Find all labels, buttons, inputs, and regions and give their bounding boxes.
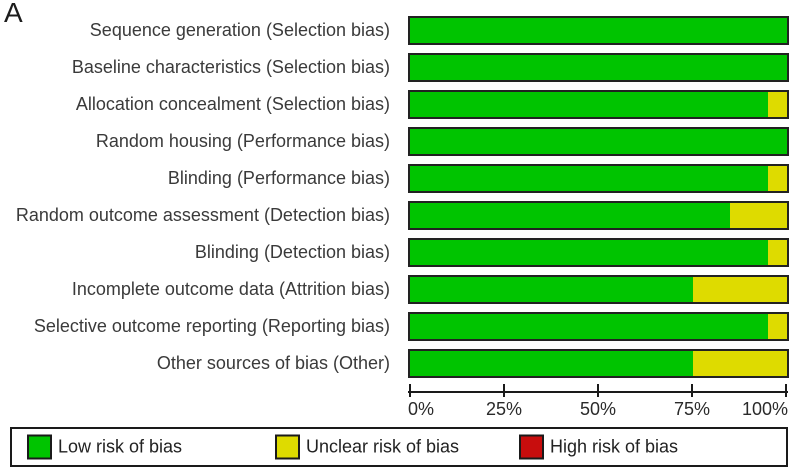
bar-segment-low-risk: [410, 18, 787, 43]
axis-tick: [785, 384, 787, 397]
axis-tick-label: 75%: [673, 399, 711, 419]
chart-row: Blinding (Detection bias): [0, 238, 790, 267]
axis-tick-label: 50%: [579, 399, 617, 419]
bar-segment-unclear-risk: [768, 314, 787, 339]
bar-segment-low-risk: [410, 277, 693, 302]
chart-row: Other sources of bias (Other): [0, 349, 790, 378]
category-label: Random housing (Performance bias): [95, 131, 390, 151]
axis-tick-label: 100%: [741, 399, 788, 419]
chart-row: Selective outcome reporting (Reporting b…: [0, 312, 790, 341]
stacked-bar: [408, 312, 789, 341]
bar-segment-unclear-risk: [768, 166, 787, 191]
stacked-bar: [408, 275, 789, 304]
stacked-bar: [408, 53, 789, 82]
stacked-bar: [408, 238, 789, 267]
bar-segment-low-risk: [410, 92, 769, 117]
legend-swatch-low: [27, 434, 52, 460]
axis-tick: [409, 384, 411, 397]
chart-row: Sequence generation (Selection bias): [0, 16, 790, 45]
stacked-bar: [408, 127, 789, 156]
bar-segment-unclear-risk: [692, 351, 787, 376]
bar-segment-low-risk: [410, 166, 769, 191]
chart-row: Random housing (Performance bias): [0, 127, 790, 156]
stacked-bar: [408, 164, 789, 193]
legend-label: Unclear risk of bias: [306, 436, 460, 457]
category-label: Selective outcome reporting (Reporting b…: [33, 316, 390, 336]
category-label: Allocation concealment (Selection bias): [75, 94, 390, 114]
panel-label: A: [4, 0, 23, 28]
chart-row: Blinding (Performance bias): [0, 164, 790, 193]
legend-item-unclear-risk: Unclear risk of bias: [275, 434, 460, 460]
bar-segment-unclear-risk: [768, 240, 787, 265]
axis-tick: [691, 384, 693, 397]
axis-tick: [597, 384, 599, 397]
legend-swatch-high: [519, 434, 544, 460]
x-axis-labels: 0% 25% 50% 75% 100%: [408, 399, 788, 420]
axis-tick: [503, 384, 505, 397]
chart-row: Allocation concealment (Selection bias): [0, 90, 790, 119]
bar-segment-low-risk: [410, 129, 787, 154]
legend-label: High risk of bias: [550, 436, 679, 457]
bar-segment-unclear-risk: [692, 277, 787, 302]
bar-chart-rows: Sequence generation (Selection bias) Base…: [0, 16, 790, 386]
stacked-bar: [408, 201, 789, 230]
bar-segment-low-risk: [410, 351, 693, 376]
category-label: Blinding (Performance bias): [167, 168, 390, 188]
category-label: Sequence generation (Selection bias): [89, 20, 390, 40]
category-label: Incomplete outcome data (Attrition bias): [71, 279, 390, 299]
legend-label: Low risk of bias: [58, 436, 183, 457]
x-axis: 0% 25% 50% 75% 100%: [408, 384, 788, 420]
stacked-bar: [408, 16, 789, 45]
bar-segment-low-risk: [410, 314, 769, 339]
category-label: Baseline characteristics (Selection bias…: [71, 57, 390, 77]
axis-tick-label: 25%: [485, 399, 523, 419]
x-axis-ticks: [409, 384, 787, 397]
bar-segment-low-risk: [410, 203, 731, 228]
legend: Low risk of bias Unclear risk of bias High…: [10, 427, 788, 467]
chart-row: Incomplete outcome data (Attrition bias): [0, 275, 790, 304]
chart-row: Baseline characteristics (Selection bias…: [0, 53, 790, 82]
chart-row: Random outcome assessment (Detection bia…: [0, 201, 790, 230]
category-label: Random outcome assessment (Detection bia…: [15, 205, 390, 225]
category-label: Other sources of bias (Other): [156, 353, 390, 373]
axis-tick-label: 0%: [408, 399, 435, 419]
bar-segment-low-risk: [410, 240, 769, 265]
legend-swatch-unclear: [275, 434, 300, 460]
bar-segment-unclear-risk: [768, 92, 787, 117]
stacked-bar: [408, 349, 789, 378]
legend-item-low-risk: Low risk of bias: [27, 434, 183, 460]
legend-item-high-risk: High risk of bias: [519, 434, 679, 460]
category-label: Blinding (Detection bias): [194, 242, 390, 262]
bar-segment-unclear-risk: [730, 203, 787, 228]
bar-segment-low-risk: [410, 55, 787, 80]
stacked-bar: [408, 90, 789, 119]
